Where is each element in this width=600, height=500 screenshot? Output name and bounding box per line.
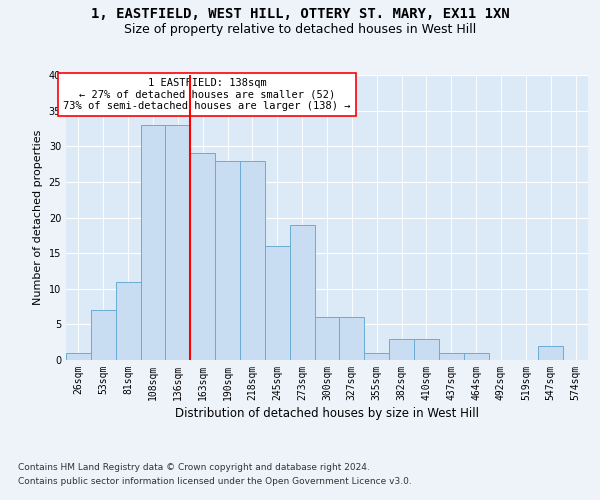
Bar — [215, 160, 240, 360]
Text: 1, EASTFIELD, WEST HILL, OTTERY ST. MARY, EX11 1XN: 1, EASTFIELD, WEST HILL, OTTERY ST. MARY… — [91, 8, 509, 22]
Bar — [66, 353, 91, 360]
Bar — [464, 353, 488, 360]
Bar — [340, 318, 364, 360]
Bar — [190, 154, 215, 360]
Bar — [439, 353, 464, 360]
Bar — [314, 318, 340, 360]
Bar — [364, 353, 389, 360]
Bar — [116, 282, 140, 360]
Text: 1 EASTFIELD: 138sqm
← 27% of detached houses are smaller (52)
73% of semi-detach: 1 EASTFIELD: 138sqm ← 27% of detached ho… — [63, 78, 350, 111]
Text: Size of property relative to detached houses in West Hill: Size of property relative to detached ho… — [124, 22, 476, 36]
Text: Distribution of detached houses by size in West Hill: Distribution of detached houses by size … — [175, 408, 479, 420]
Bar — [240, 160, 265, 360]
Text: Contains HM Land Registry data © Crown copyright and database right 2024.: Contains HM Land Registry data © Crown c… — [18, 462, 370, 471]
Text: Contains public sector information licensed under the Open Government Licence v3: Contains public sector information licen… — [18, 478, 412, 486]
Bar — [414, 338, 439, 360]
Y-axis label: Number of detached properties: Number of detached properties — [33, 130, 43, 305]
Bar — [389, 338, 414, 360]
Bar — [140, 125, 166, 360]
Bar — [538, 346, 563, 360]
Bar — [290, 224, 314, 360]
Bar — [265, 246, 290, 360]
Bar — [166, 125, 190, 360]
Bar — [91, 310, 116, 360]
